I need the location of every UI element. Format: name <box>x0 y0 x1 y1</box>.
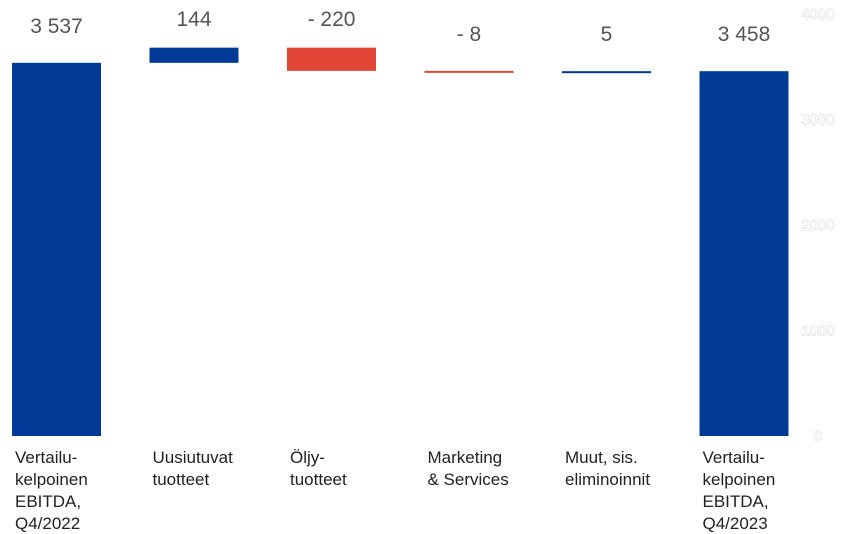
category-label-1-line-1: Vertailu- <box>15 448 77 467</box>
category-label-2-line-1: Uusiutuvat <box>153 448 234 467</box>
category-label-6-line-4: Q4/2023 <box>703 514 768 533</box>
category-label-6: Vertailu-kelpoinen EBITDA, Q4/2023 <box>703 448 776 533</box>
y-tick-label-4000: 4000 <box>801 6 834 23</box>
y-tick-label-0: 0 <box>814 428 822 445</box>
bar-3 <box>287 47 376 71</box>
category-label-5-line-1: Muut, sis. <box>565 448 638 467</box>
category-label-6-line-2: kelpoinen <box>703 470 776 489</box>
bar-1 <box>12 62 101 437</box>
value-label-1: 3 537 <box>30 15 83 38</box>
category-labels-group: Vertailu-kelpoinen EBITDA, Q4/2022 Uusiutuv… <box>15 448 775 533</box>
y-tick-label-2000: 2000 <box>801 217 834 234</box>
category-label-2-line-2: tuotteet <box>153 470 210 489</box>
value-label-5: 5 <box>601 23 613 46</box>
value-label-2: 144 <box>176 8 211 31</box>
bars-group <box>12 47 789 437</box>
category-label-4: Marketing & Services <box>428 448 509 489</box>
category-label-6-line-3: EBITDA, <box>703 492 769 511</box>
category-label-1: Vertailu-kelpoinen EBITDA, Q4/2022 <box>15 448 88 533</box>
category-label-3-line-1: Öljy- <box>290 448 325 467</box>
category-label-3-line-2: tuotteet <box>290 470 347 489</box>
category-label-5-line-2: eliminoinnit <box>565 470 650 489</box>
bar-6 <box>699 71 789 436</box>
y-axis: 0 1000 2000 3000 4000 <box>801 6 835 446</box>
bar-4 <box>424 70 514 73</box>
category-label-4-line-1: Marketing <box>428 448 503 467</box>
y-tick-label-1000: 1000 <box>801 323 834 340</box>
bar-2 <box>149 47 239 63</box>
category-label-1-line-4: Q4/2022 <box>15 514 80 533</box>
value-label-3: - 220 <box>308 8 356 31</box>
category-label-6-line-1: Vertailu- <box>703 448 765 467</box>
category-label-4-line-2: & Services <box>428 470 509 489</box>
category-label-3: Öljy-tuotteet <box>290 448 347 489</box>
category-label-2: Uusiutuvat tuotteet <box>153 448 234 489</box>
value-labels-group: 3 537 144 - 220 - 8 5 3 458 <box>30 8 770 46</box>
category-label-5: Muut, sis. eliminoinnit <box>565 448 650 489</box>
value-label-4: - 8 <box>457 23 482 46</box>
bar-5 <box>562 71 651 74</box>
category-label-1-line-3: EBITDA, <box>15 492 81 511</box>
y-tick-label-3000: 3000 <box>801 112 834 129</box>
category-label-1-line-2: kelpoinen <box>15 470 88 489</box>
value-label-6: 3 458 <box>718 23 771 46</box>
